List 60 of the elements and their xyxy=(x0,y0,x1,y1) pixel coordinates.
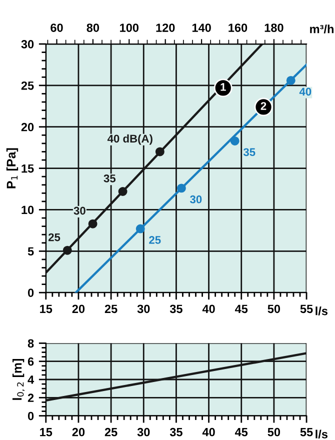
point xyxy=(88,219,98,228)
annotation: 40 dB(A) xyxy=(107,134,152,145)
point xyxy=(286,76,296,85)
annotation: 35 xyxy=(104,174,116,182)
x-tick-label: 40 xyxy=(202,428,215,436)
x-tick-label: 15 xyxy=(40,428,52,436)
x-tick-label: 45 xyxy=(234,304,248,314)
x2-tick-label: 60 xyxy=(50,24,63,32)
x2-tick-label: 180 xyxy=(264,24,284,32)
point xyxy=(230,136,240,146)
annotation: 2 xyxy=(260,102,266,110)
y-axis-title: P$_{1}$ [Pa] xyxy=(6,148,18,188)
y-tick-label: 5 xyxy=(28,247,34,256)
x-tick-label: 35 xyxy=(170,304,182,314)
y-tick-label: 25 xyxy=(21,81,34,90)
y-tick-label: 20 xyxy=(21,122,34,132)
x2-tick-label: 100 xyxy=(120,24,139,32)
x-tick-label: 30 xyxy=(137,428,150,436)
x-tick-label: 50 xyxy=(268,304,280,314)
point xyxy=(176,184,186,193)
x2-tick-label: 160 xyxy=(228,24,248,32)
x-axis-title: l/s xyxy=(316,430,328,439)
x2-tick-label: 120 xyxy=(156,24,175,32)
annotation: 40 xyxy=(299,88,312,96)
x2-tick-label: 140 xyxy=(192,24,211,32)
point xyxy=(118,187,128,196)
y-tick-label: 4 xyxy=(28,376,34,384)
y-axis-title: l$_{0,2}$ [m] xyxy=(12,358,25,400)
x-tick-label: 35 xyxy=(170,428,182,436)
annotation: 35 xyxy=(243,148,256,156)
x2-tick-label: 80 xyxy=(86,24,100,32)
x-tick-label: 25 xyxy=(104,304,118,314)
x2-axis-title: m³/h xyxy=(310,24,334,34)
x-tick-label: 45 xyxy=(234,428,248,436)
x-tick-label: 55 xyxy=(300,304,313,314)
x-tick-label: 55 xyxy=(300,428,313,436)
annotation: 1 xyxy=(220,83,226,91)
annotation: 25 xyxy=(149,236,161,244)
y-tick-label: 10 xyxy=(22,206,34,214)
annotation: 30 xyxy=(74,206,86,215)
y-tick-label: 8 xyxy=(28,339,34,348)
y-tick-label: 0 xyxy=(28,288,34,297)
x-tick-label: 25 xyxy=(104,428,118,436)
x-tick-label: 40 xyxy=(202,304,215,314)
x-axis-title: l/s xyxy=(316,306,328,316)
point xyxy=(136,224,145,234)
x-tick-label: 50 xyxy=(268,428,280,436)
y-tick-label: 30 xyxy=(21,40,34,48)
y-tick-label: 0 xyxy=(28,412,34,420)
point xyxy=(155,147,164,156)
point xyxy=(62,246,72,255)
x-tick-label: 20 xyxy=(72,304,85,314)
annotation: 30 xyxy=(190,195,202,204)
x-tick-label: 30 xyxy=(137,304,150,314)
annotation: 25 xyxy=(48,233,60,242)
y-tick-label: 6 xyxy=(28,357,34,366)
x-tick-label: 15 xyxy=(40,304,52,314)
y-tick-label: 2 xyxy=(28,394,34,402)
y-tick-label: 15 xyxy=(22,164,34,173)
x-tick-label: 20 xyxy=(72,428,85,436)
